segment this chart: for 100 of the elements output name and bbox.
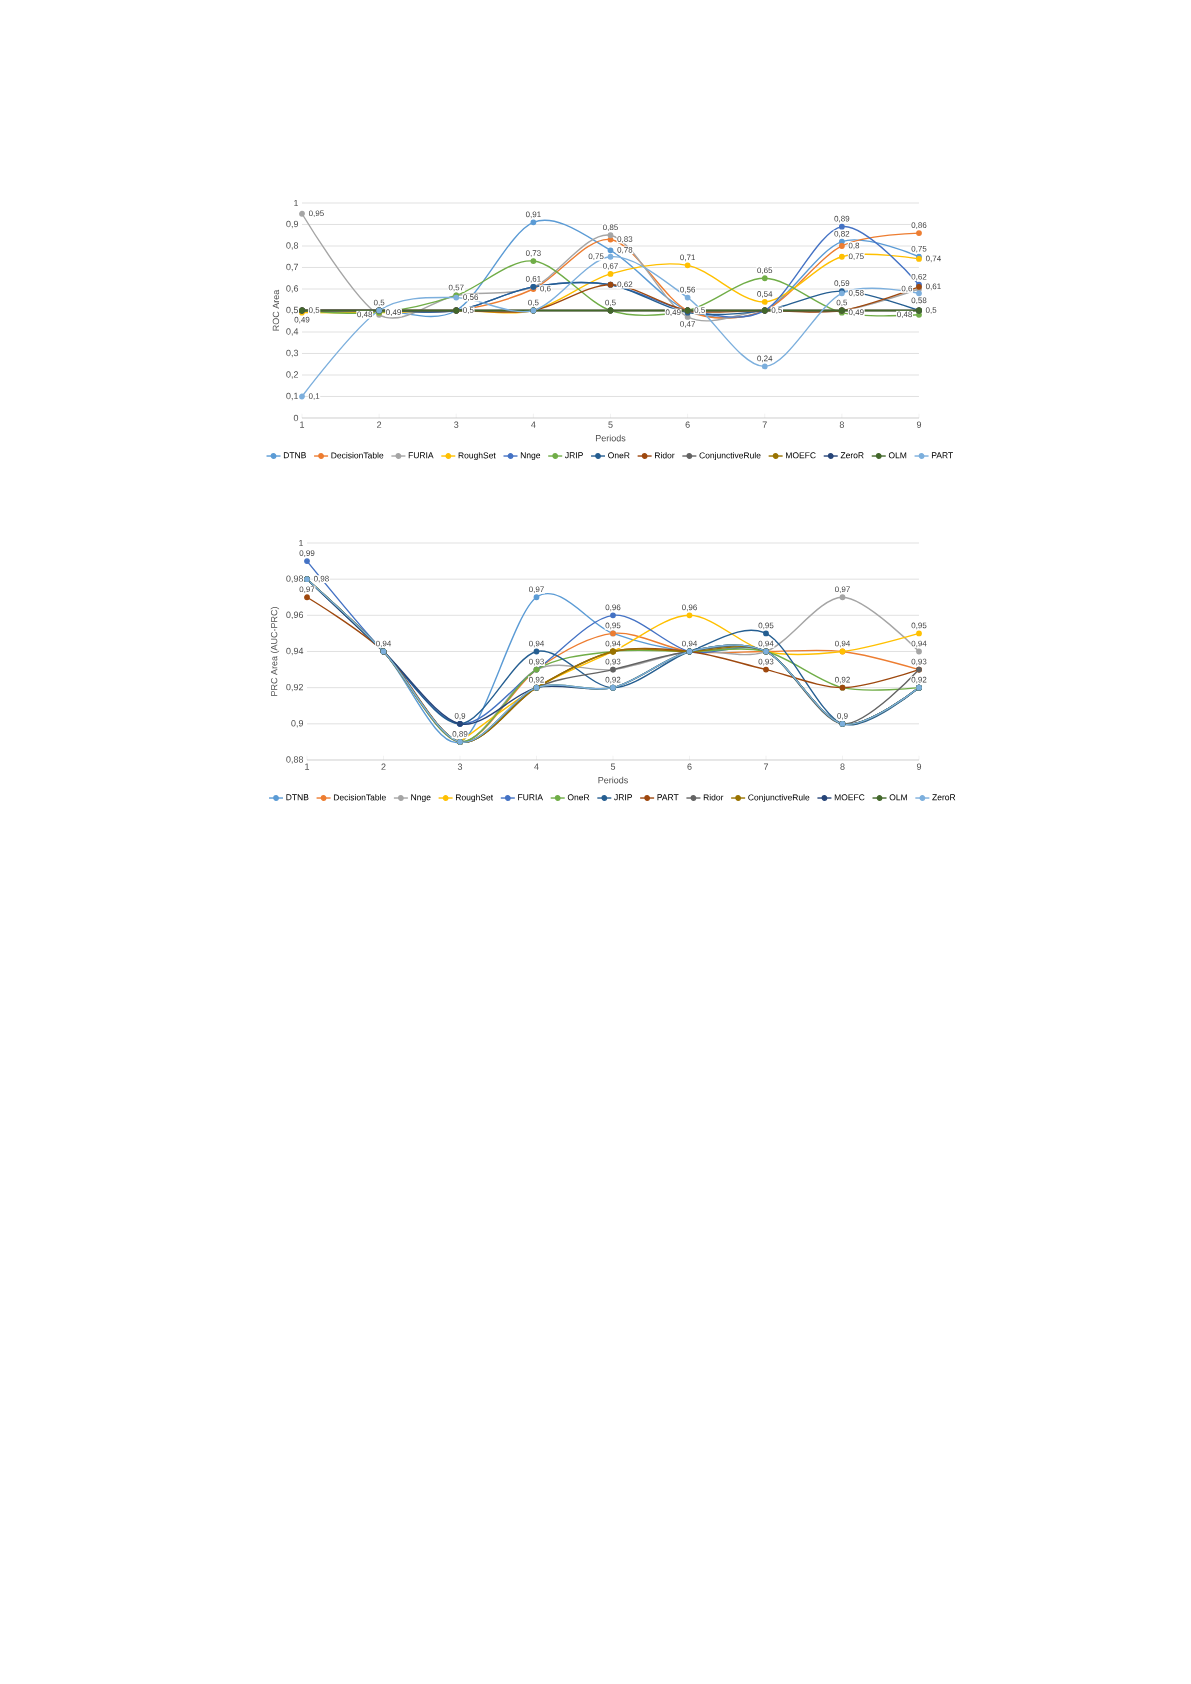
- data-label: 0,95: [911, 622, 927, 630]
- data-label: 0,97: [299, 586, 315, 594]
- data-label: 0,74: [925, 255, 941, 263]
- legend-label: OLM: [889, 794, 907, 801]
- y-axis-title: PRC Area (AUC-PRC): [270, 607, 280, 696]
- legend-label: FURIA: [408, 452, 434, 459]
- legend-label: FURIA: [518, 794, 543, 801]
- data-label: 0,49: [386, 309, 401, 316]
- y-tick-label: 0,8: [286, 242, 299, 250]
- x-tick-label: 5: [608, 421, 613, 428]
- data-label: 0,93: [605, 658, 621, 666]
- legend-label: MOEFC: [786, 452, 816, 459]
- data-label: 0,92: [529, 676, 544, 684]
- data-label: 0,5: [925, 307, 937, 314]
- data-label: 0,96: [605, 604, 621, 612]
- legend-label: PART: [931, 452, 953, 459]
- data-label: 0,58: [848, 289, 864, 297]
- legend-label: MOEFC: [834, 794, 865, 801]
- data-label: 0,5: [308, 307, 320, 314]
- y-tick-label: 0,4: [286, 328, 299, 336]
- data-label: 0,71: [680, 254, 696, 262]
- data-label: 0,9: [454, 713, 466, 720]
- data-label: 0,97: [529, 586, 544, 594]
- x-tick-label: 4: [534, 763, 539, 770]
- x-axis-title: Periods: [595, 434, 626, 442]
- data-label: 0,83: [617, 236, 633, 243]
- data-label: 0,56: [680, 286, 696, 294]
- data-label: 0,48: [357, 311, 373, 319]
- legend-label: Ridor: [703, 794, 724, 801]
- y-tick-label: 0,7: [286, 263, 299, 272]
- legend-label: PART: [657, 794, 679, 801]
- data-label: 0,59: [834, 280, 850, 287]
- data-label: 0,56: [463, 294, 479, 301]
- x-tick-label: 7: [763, 763, 769, 770]
- data-label: 0,58: [911, 297, 927, 305]
- y-tick-label: 0,9: [291, 720, 304, 728]
- data-label: 0,78: [617, 246, 633, 254]
- data-label: 0,1: [308, 393, 320, 400]
- x-tick-label: 6: [687, 763, 692, 770]
- x-axis-title: Periods: [598, 776, 628, 784]
- y-tick-label: 0,2: [286, 371, 299, 379]
- y-tick-label: 1: [294, 199, 299, 207]
- data-label: 0,99: [299, 550, 315, 557]
- legend-label: JRIP: [614, 794, 632, 801]
- legend-label: Nnge: [411, 794, 431, 802]
- x-tick-label: 9: [916, 421, 922, 428]
- data-label: 0,95: [605, 622, 621, 630]
- data-label: 0,82: [834, 230, 850, 238]
- data-label: 0,75: [911, 245, 927, 253]
- data-label: 0,95: [758, 622, 774, 630]
- data-label: 0,47: [680, 321, 695, 328]
- x-tick-label: 4: [531, 421, 536, 428]
- legend-label: Ridor: [655, 452, 675, 459]
- legend-label: OneR: [608, 452, 630, 459]
- data-label: 0,5: [694, 307, 705, 314]
- y-tick-label: 0,9: [286, 220, 299, 229]
- x-tick-label: 7: [762, 421, 767, 428]
- data-label: 0,6: [901, 285, 913, 293]
- legend-label: RoughSet: [456, 794, 494, 803]
- legend-label: DTNB: [286, 794, 309, 801]
- data-label: 0,93: [911, 658, 927, 666]
- data-label: 0,57: [448, 284, 464, 292]
- y-tick-label: 0,5: [286, 306, 299, 315]
- data-label: 0,94: [682, 640, 698, 648]
- y-axis-title: ROC Area: [272, 289, 280, 331]
- y-tick-label: 0,92: [286, 683, 304, 692]
- legend-label: RoughSet: [458, 452, 496, 461]
- x-tick-label: 3: [454, 421, 459, 428]
- data-label: 0,92: [605, 676, 621, 684]
- legend-label: DTNB: [283, 452, 306, 459]
- data-label: 0,49: [294, 316, 310, 324]
- x-tick-label: 1: [305, 763, 310, 770]
- x-tick-label: 8: [840, 763, 845, 770]
- data-label: 0,65: [757, 267, 773, 275]
- data-label: 0,9: [837, 713, 848, 720]
- y-tick-label: 0,96: [286, 611, 304, 620]
- data-label: 0,61: [925, 283, 941, 291]
- data-label: 0,92: [835, 676, 850, 684]
- data-label: 0,89: [452, 731, 468, 738]
- data-label: 0,67: [603, 263, 618, 270]
- data-label: 0,98: [313, 575, 329, 583]
- data-label: 0,94: [529, 640, 545, 648]
- data-label: 0,54: [757, 291, 773, 298]
- data-label: 0,62: [911, 273, 927, 281]
- data-label: 0,96: [682, 604, 697, 612]
- data-label: 0,61: [525, 276, 541, 283]
- legend-label: Nnge: [520, 452, 541, 460]
- y-tick-label: 0,88: [286, 756, 304, 764]
- data-label: 0,8: [848, 242, 860, 250]
- data-label: 0,91: [525, 211, 541, 219]
- data-label: 0,95: [308, 210, 324, 218]
- x-tick-label: 8: [839, 421, 844, 428]
- legend-label: ConjunctiveRule: [748, 794, 810, 803]
- y-tick-label: 0,98: [286, 575, 304, 583]
- x-tick-label: 3: [457, 763, 463, 770]
- data-label: 0,6: [540, 285, 551, 293]
- legend-label: OLM: [888, 452, 907, 459]
- data-label: 0,5: [605, 299, 616, 307]
- legend-label: ConjunctiveRule: [699, 452, 761, 461]
- data-label: 0,94: [911, 640, 927, 648]
